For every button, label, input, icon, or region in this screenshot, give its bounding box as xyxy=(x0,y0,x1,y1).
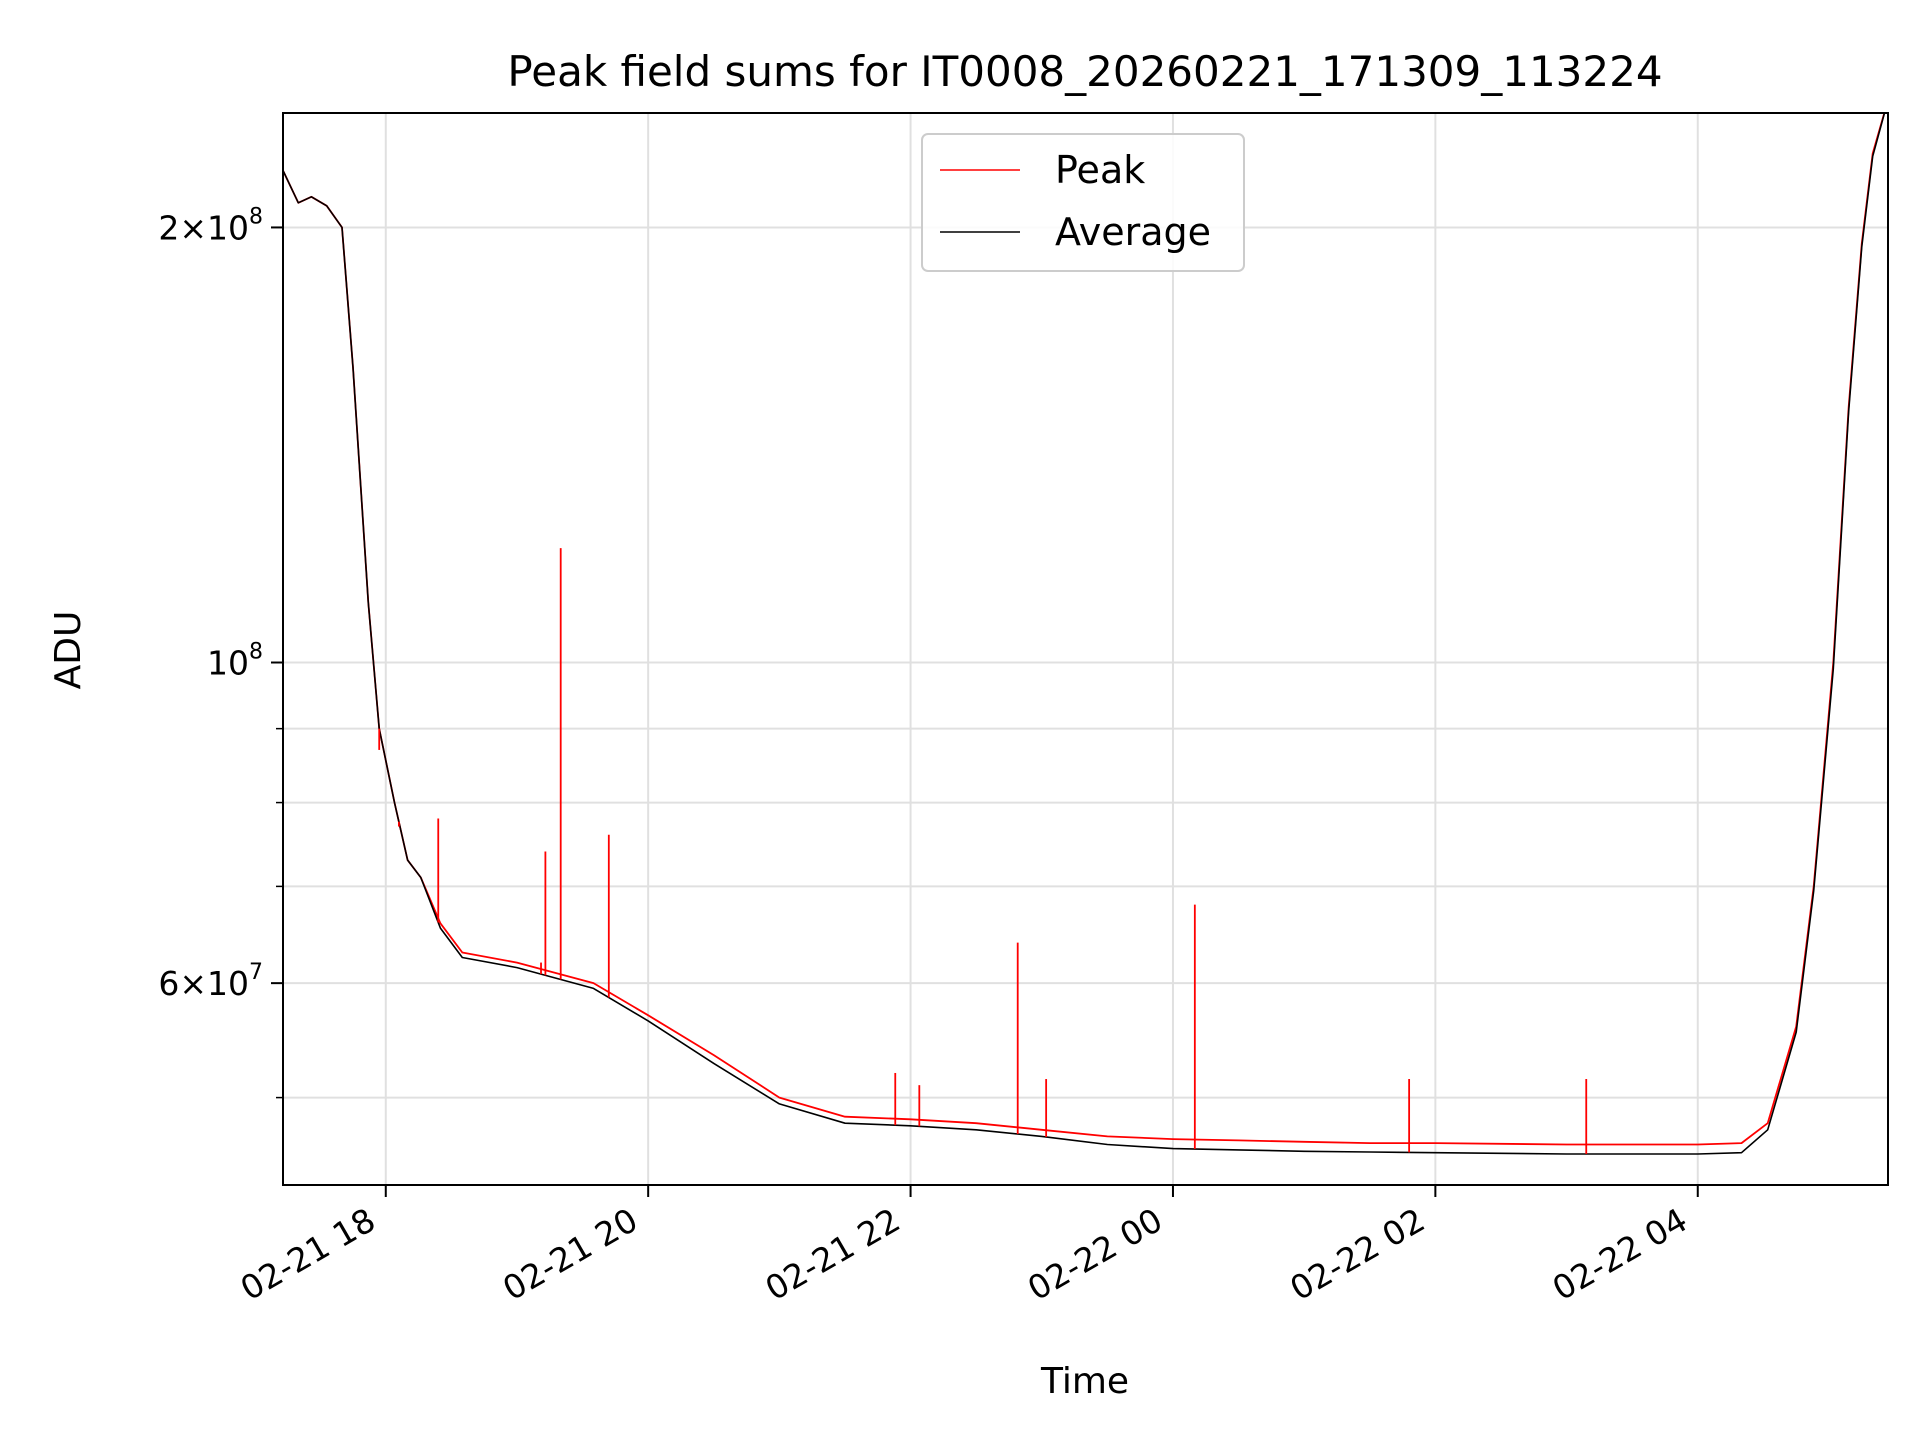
y-tick-exponent: 8 xyxy=(249,204,263,229)
y-tick-base: 10 xyxy=(207,644,249,683)
y-axis-label: ADU xyxy=(48,611,89,690)
y-tick-mantissa: 2 xyxy=(158,208,179,247)
y-tick-mantissa: 6 xyxy=(158,964,179,1003)
y-tick-exponent: 7 xyxy=(249,960,263,985)
y-tick-exponent: 8 xyxy=(249,640,263,665)
legend: Peak Average xyxy=(921,133,1245,272)
legend-box xyxy=(921,133,1245,272)
legend-label-peak: Peak xyxy=(1055,148,1145,192)
y-tick-label: 108 xyxy=(207,640,263,683)
legend-label-average: Average xyxy=(1055,210,1211,254)
y-tick-times: × xyxy=(179,208,207,247)
x-axis-label: Time xyxy=(1040,1361,1129,1402)
y-tick-label: 6×107 xyxy=(158,960,263,1003)
series-layer xyxy=(283,113,1886,1155)
y-tick-base: 10 xyxy=(207,964,249,1003)
plot-area xyxy=(283,113,1886,1155)
y-tick-label: 2×108 xyxy=(158,204,263,247)
chart-title: Peak field sums for IT0008_20260221_1713… xyxy=(507,47,1662,96)
y-tick-times: × xyxy=(179,964,207,1003)
y-tick-base: 10 xyxy=(207,208,249,247)
plot-frame xyxy=(282,112,1889,1186)
series-line-average xyxy=(283,113,1886,1155)
